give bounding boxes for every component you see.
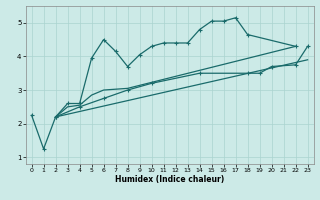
X-axis label: Humidex (Indice chaleur): Humidex (Indice chaleur) — [115, 175, 224, 184]
